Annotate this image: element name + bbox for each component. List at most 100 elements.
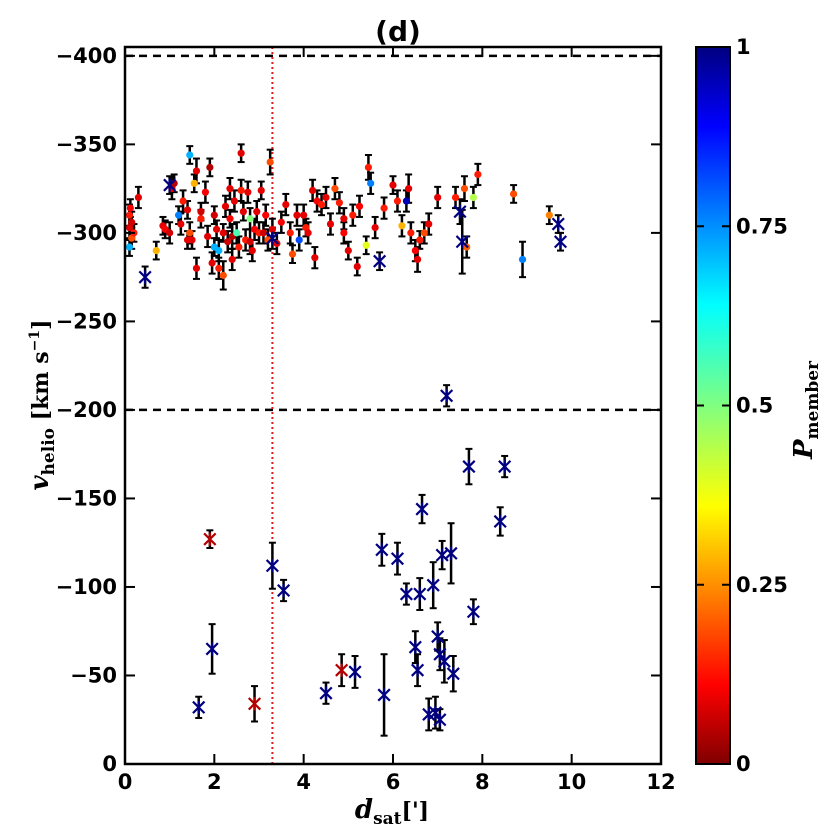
- axis-ticks: 0 2 4 6 8 10 12 0 −50 −100 −150 −200 −250 −300 −350 −40…: [56, 44, 676, 794]
- nonmember-point: [335, 663, 349, 677]
- member-point: [197, 208, 205, 216]
- nonmember-point: [553, 235, 568, 249]
- x-tick-label: 2: [207, 770, 222, 794]
- member-point: [230, 197, 239, 205]
- chart-title: (d): [375, 15, 421, 48]
- y-tick-label: −300: [56, 221, 117, 245]
- member-point: [212, 225, 221, 233]
- member-point: [186, 151, 194, 159]
- member-point: [262, 211, 270, 219]
- member-point: [166, 229, 174, 237]
- member-point: [331, 185, 339, 193]
- member-point: [226, 215, 234, 223]
- member-point: [349, 211, 357, 219]
- nonmember-point: [408, 640, 422, 654]
- member-point: [233, 229, 241, 237]
- nonmember-point: [551, 217, 565, 231]
- member-point: [474, 170, 482, 179]
- nonmember-point: [247, 697, 262, 711]
- colorbar-ticks: 0 0.25 0.5 0.75 1: [696, 35, 788, 776]
- nonmember-point: [426, 578, 440, 592]
- y-label-sub: helio: [39, 428, 59, 475]
- member-point: [518, 255, 527, 264]
- member-point: [282, 200, 290, 209]
- colorbar-tick-label: 0: [736, 752, 751, 776]
- nonmember-point: [413, 587, 427, 601]
- nonmember-point: [138, 270, 152, 284]
- nonmember-point: [319, 686, 333, 700]
- member-point: [177, 220, 185, 228]
- member-point: [125, 243, 134, 251]
- member-point: [416, 236, 424, 244]
- x-tick-label: 6: [386, 770, 401, 794]
- nonmember-point: [399, 587, 413, 601]
- nonmember-point: [163, 178, 177, 192]
- nonmember-point: [348, 665, 362, 679]
- member-point: [335, 199, 343, 207]
- member-point: [277, 218, 285, 226]
- nonmember-point: [375, 543, 389, 557]
- member-point: [228, 255, 236, 264]
- plot-area: [125, 47, 661, 764]
- member-point: [460, 185, 469, 193]
- member-point: [304, 229, 312, 237]
- member-point: [413, 255, 422, 264]
- member-point: [221, 202, 230, 210]
- member-point: [219, 271, 227, 279]
- nonmember-point: [437, 654, 451, 668]
- y-tick-label: −100: [56, 575, 117, 599]
- nonmember-point: [462, 459, 476, 474]
- nonmember-point: [415, 502, 429, 516]
- nonmember-point: [373, 254, 387, 268]
- member-point: [326, 220, 335, 228]
- member-point: [340, 215, 348, 223]
- nonmember-point: [440, 389, 454, 403]
- member-point: [268, 225, 276, 233]
- member-point: [197, 215, 205, 223]
- nonmember-point: [203, 532, 217, 546]
- member-point: [175, 211, 183, 219]
- member-point: [257, 186, 265, 194]
- member-point: [183, 206, 192, 214]
- member-point: [317, 200, 326, 209]
- member-point: [425, 220, 433, 228]
- y-tick-label: 0: [102, 752, 117, 776]
- member-point: [393, 197, 402, 205]
- nonmember-point: [422, 707, 436, 722]
- y-label-close: ]: [28, 319, 54, 329]
- member-point: [239, 208, 247, 216]
- x-tick-label: 0: [118, 770, 133, 794]
- y-tick-label: −350: [56, 132, 117, 156]
- member-point: [309, 186, 317, 194]
- member-point: [134, 193, 142, 202]
- colorbar-tick-label: 0.25: [736, 573, 788, 597]
- y-tick-label: −50: [70, 663, 117, 687]
- member-point: [398, 222, 406, 230]
- member-point: [186, 229, 194, 237]
- nonmember-point: [390, 552, 405, 566]
- nonmember-point: [446, 667, 460, 681]
- member-point: [192, 264, 201, 272]
- member-point: [244, 188, 252, 196]
- member-point: [407, 229, 415, 237]
- member-point: [128, 218, 136, 226]
- member-point: [311, 254, 319, 262]
- member-point: [362, 241, 370, 249]
- plot-frame: [123, 45, 663, 766]
- member-point: [509, 190, 518, 198]
- x-label-sub: sat: [373, 809, 402, 829]
- member-point: [206, 163, 214, 171]
- nonmember-point: [498, 459, 512, 474]
- nonmember-point: [493, 514, 507, 529]
- member-point: [246, 215, 254, 223]
- member-point: [286, 229, 294, 237]
- member-point: [295, 236, 303, 244]
- x-label-main: d: [355, 795, 373, 825]
- member-point: [451, 193, 460, 202]
- member-point: [380, 204, 388, 212]
- x-tick-label: 8: [475, 770, 490, 794]
- y-tick-label: −150: [56, 486, 117, 510]
- member-point: [469, 193, 477, 202]
- member-point: [210, 211, 218, 219]
